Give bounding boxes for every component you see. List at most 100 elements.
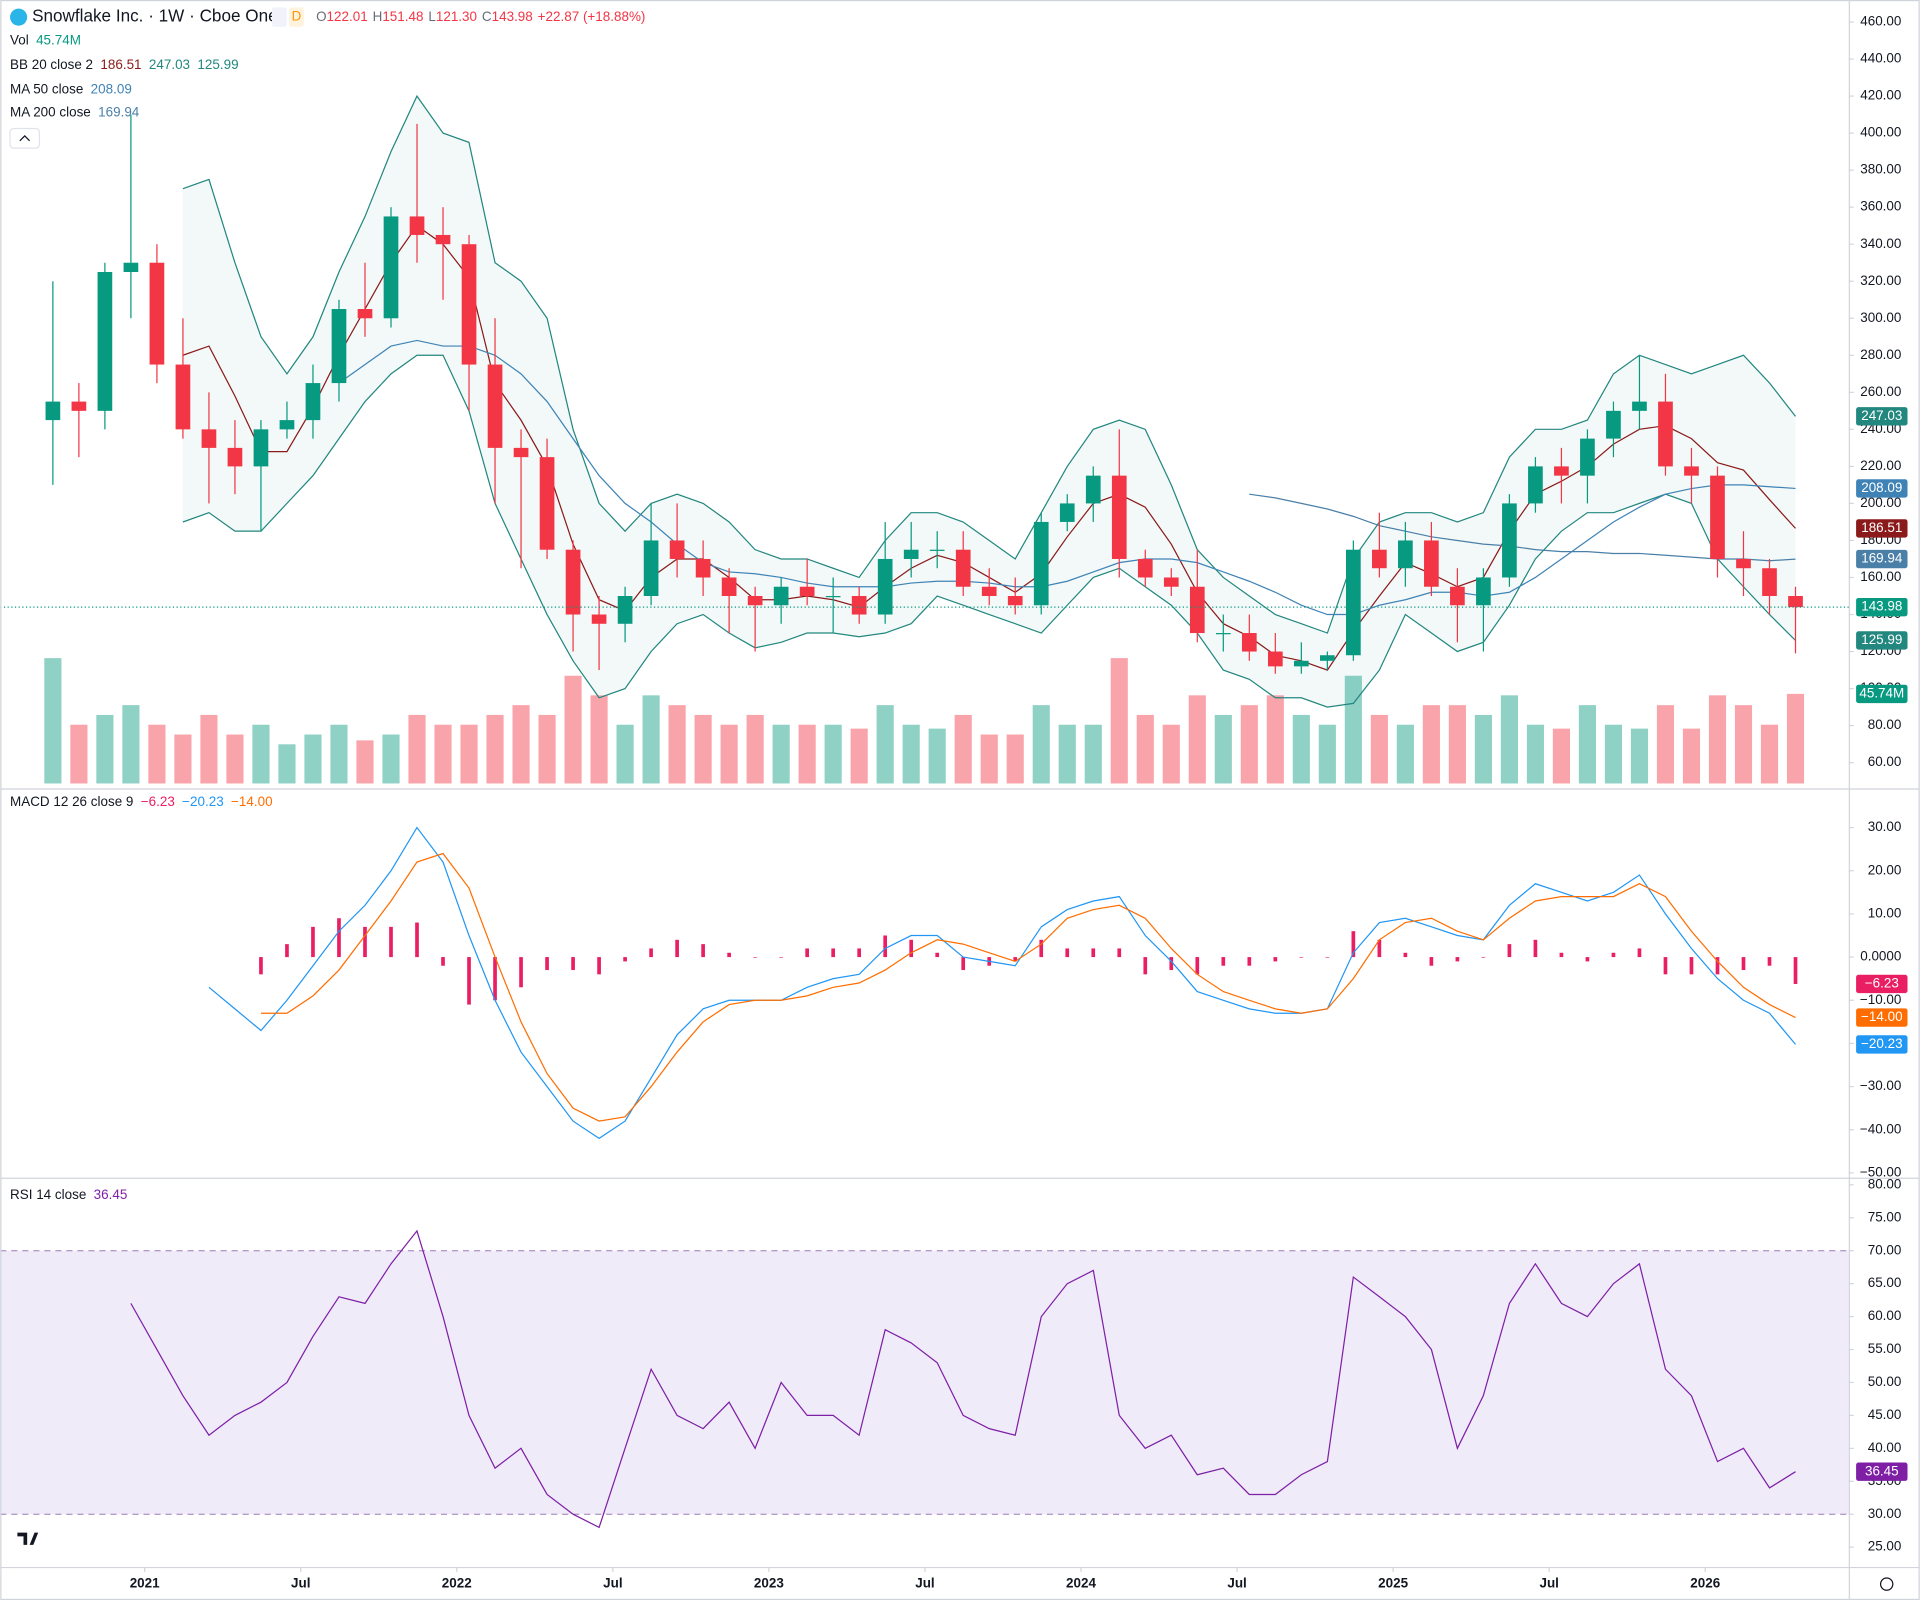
candle-body — [981, 586, 997, 596]
x-tick-label: Jul — [603, 1576, 622, 1591]
macd-histogram-bar — [389, 926, 393, 958]
macd-histogram-bar — [571, 957, 575, 971]
volume-bar — [746, 714, 764, 784]
macd-histogram-bar — [831, 948, 835, 958]
volume-bar — [512, 705, 530, 784]
legend-main: Snowflake Inc. · 1W · Cboe One D O122.01… — [9, 6, 646, 149]
candle-body — [1580, 438, 1595, 476]
y-tick-label: 220.00 — [1860, 458, 1901, 473]
candle-body — [539, 457, 555, 550]
macd-histogram-bar — [779, 957, 783, 958]
candle-body — [1319, 655, 1335, 661]
label: H — [373, 9, 383, 24]
rsi-legend[interactable]: RSI 14 close 36.45 — [10, 1186, 127, 1201]
chart-title[interactable]: Snowflake Inc. · 1W · Cboe One — [32, 6, 278, 26]
volume-bar — [1760, 724, 1779, 784]
macd-histogram-bar — [1403, 952, 1408, 958]
candle-body — [903, 549, 919, 559]
macd-histogram-bar — [805, 948, 809, 958]
candle-body — [383, 216, 399, 319]
ma50-line — [338, 339, 1796, 616]
volume-bar — [1656, 705, 1675, 784]
macd-histogram-bar — [285, 944, 289, 958]
macd-histogram-bar — [1559, 952, 1564, 958]
macd-histogram-bar — [1637, 948, 1642, 958]
candle-body — [123, 262, 139, 272]
macd-histogram-bar — [311, 926, 315, 958]
volume-bar — [486, 714, 504, 784]
volume-bar — [538, 714, 556, 784]
y-tick-label: 280.00 — [1860, 347, 1901, 362]
candle-body — [1554, 466, 1569, 476]
collapse-button[interactable] — [9, 127, 41, 149]
macd-histogram-bar — [1195, 957, 1200, 975]
change: +22.87 (+18.88%) — [538, 9, 646, 24]
ma50-legend[interactable]: MA 50 close 208.09 — [10, 81, 132, 96]
y-tick-label: 160.00 — [1860, 569, 1901, 584]
tv-logo[interactable] — [10, 1522, 47, 1555]
label: Vol — [10, 32, 29, 47]
macd-histogram-bar — [961, 957, 966, 971]
macd-histogram-bar — [1065, 948, 1070, 958]
volume-bar — [902, 724, 920, 784]
volume-bar — [720, 724, 738, 784]
price-badge — [1856, 407, 1908, 426]
x-tick-label: Jul — [1539, 1576, 1558, 1591]
volume-bar — [1734, 705, 1753, 784]
volume-bar — [616, 724, 634, 784]
macd-histogram-bar — [1741, 957, 1746, 971]
macd-histogram-bar — [1715, 957, 1720, 975]
x-tick-label: Jul — [915, 1576, 934, 1591]
volume-bar — [1084, 724, 1102, 784]
candle-body — [1111, 475, 1127, 559]
macd-histogram-bar — [1793, 957, 1798, 984]
macd-histogram-bar — [1039, 939, 1044, 958]
macd-histogram-bar — [1429, 957, 1434, 966]
vol-legend[interactable]: Vol 45.74M — [10, 32, 81, 47]
price-badge-label: 186.51 — [1861, 520, 1902, 535]
y-tick-label: 50.00 — [1868, 1374, 1902, 1389]
y-tick-label: −40.00 — [1860, 1121, 1902, 1136]
price-badge-label: 125.99 — [1861, 632, 1902, 647]
volume-bar — [1266, 695, 1284, 784]
macd-histogram-bar — [1325, 957, 1330, 958]
candle-body — [825, 595, 841, 598]
ma200-legend[interactable]: MA 200 close 169.94 — [10, 104, 140, 119]
macd-histogram-bar — [1221, 957, 1226, 966]
candle-body — [1736, 558, 1751, 569]
macd-histogram-bar — [597, 957, 601, 975]
candle-body — [1372, 549, 1387, 569]
price-badge-label: 169.94 — [1861, 551, 1903, 566]
price-badge-label: 45.74M — [1859, 685, 1904, 700]
macd-legend[interactable]: MACD 12 26 close 9 −6.23 −20.23 −14.00 — [10, 793, 273, 808]
candle-body — [1007, 595, 1023, 606]
rsi-line — [130, 1229, 1796, 1529]
macd-histogram-bar — [1091, 948, 1096, 958]
value: 186.51 — [100, 56, 141, 71]
candle-body — [149, 262, 165, 365]
signal-line — [260, 852, 1796, 1122]
volume-bar — [330, 724, 348, 784]
candle-body — [1163, 577, 1179, 587]
macd-histogram-bar — [1299, 957, 1304, 958]
y-tick-label: 200.00 — [1860, 495, 1901, 510]
volume-bar — [408, 714, 426, 784]
macd-histogram-bar — [1169, 957, 1174, 971]
candle-body — [435, 234, 451, 245]
macd-histogram-bar — [545, 957, 549, 971]
macd-histogram-bar — [1351, 931, 1356, 958]
value: 169.94 — [98, 104, 140, 119]
settings-icon[interactable] — [1879, 1577, 1894, 1591]
bb-legend[interactable]: BB 20 close 2 186.51 247.03 125.99 — [10, 56, 239, 71]
interval-badge[interactable]: D — [292, 9, 302, 24]
volume-bar — [44, 658, 62, 784]
menu-dots[interactable] — [272, 7, 287, 27]
volume-bar — [1214, 714, 1232, 784]
volume-bar — [668, 705, 686, 784]
volume-bar — [1318, 724, 1336, 784]
candle-body — [773, 586, 789, 606]
y-tick-label: 80.00 — [1868, 717, 1902, 732]
candle-body — [1762, 568, 1777, 596]
